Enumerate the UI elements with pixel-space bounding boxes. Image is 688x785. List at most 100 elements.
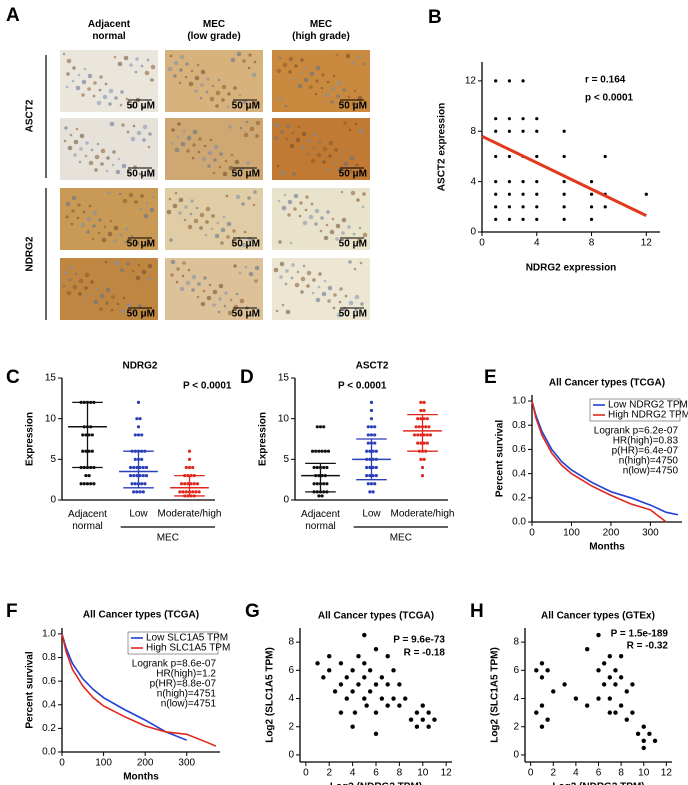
x-tick-label: Low (129, 509, 148, 520)
dot (365, 465, 369, 470)
cell-texture (274, 136, 278, 140)
dot (427, 425, 431, 429)
dot (419, 457, 423, 461)
cell-texture (104, 82, 108, 86)
dot (81, 433, 85, 437)
y-tick-label: 0.2 (512, 492, 526, 503)
cell-texture (212, 171, 216, 175)
cell-texture (146, 242, 150, 246)
cell-texture (173, 60, 179, 66)
chart-title: All Cancer types (TCGA) (318, 611, 434, 622)
x-tick-label: 2 (326, 768, 332, 779)
cell-texture (179, 68, 183, 72)
cell-texture (223, 304, 227, 308)
x-tick-label: 6 (596, 768, 602, 779)
x-tick-label: Low (362, 509, 381, 520)
cell-texture (310, 202, 314, 206)
point (507, 117, 511, 121)
cell-texture (356, 238, 362, 244)
point (338, 682, 344, 687)
annotation: r = 0.164 (585, 75, 626, 86)
cell-texture (345, 149, 349, 153)
cell-texture (302, 264, 306, 268)
column-header: MEC (low grade) (187, 19, 240, 42)
dot (312, 465, 316, 470)
cell-texture (278, 56, 282, 60)
cell-texture (347, 225, 351, 229)
point (426, 724, 431, 729)
x-tick-label: 200 (137, 758, 154, 769)
cell-texture (226, 221, 232, 227)
cell-texture (251, 72, 257, 78)
cell-texture (176, 267, 180, 271)
point (545, 668, 550, 673)
cell-texture (185, 280, 191, 286)
cell-texture (84, 272, 90, 278)
cell-texture (101, 237, 107, 243)
cell-texture (324, 92, 330, 98)
point (356, 682, 361, 687)
cell-texture (360, 302, 364, 306)
point (613, 682, 618, 687)
x-tick-label: 0 (303, 768, 309, 779)
cell-texture (121, 123, 125, 127)
point (535, 180, 539, 184)
cell-texture (279, 275, 283, 279)
point (385, 703, 390, 708)
cell-texture (339, 287, 343, 291)
dot (365, 474, 369, 478)
cell-texture (281, 303, 285, 307)
point (414, 710, 420, 715)
cell-texture (63, 139, 67, 143)
point (562, 129, 566, 133)
cell-texture (198, 137, 202, 141)
cell-texture (146, 58, 150, 62)
dot (184, 465, 188, 470)
cell-texture (132, 310, 136, 314)
cell-texture (128, 192, 134, 198)
dot (138, 465, 142, 470)
cell-texture (176, 135, 180, 139)
point (596, 668, 601, 673)
cell-texture (293, 193, 299, 199)
cell-texture (218, 297, 222, 301)
dot (141, 465, 145, 470)
column-header: Adjacent normal (88, 19, 131, 42)
point (420, 703, 425, 708)
cell-texture (253, 60, 257, 64)
cell-texture (328, 154, 332, 158)
dot (419, 408, 423, 413)
point (613, 668, 618, 673)
dot (133, 433, 137, 437)
cell-texture (242, 59, 246, 63)
cell-texture (247, 196, 251, 200)
cell-texture (93, 299, 99, 305)
cell-texture (232, 229, 236, 233)
stat-label: HR(high)=1.2 (156, 669, 216, 680)
x-tick-label: 100 (95, 758, 112, 769)
cell-texture (288, 56, 294, 62)
dot (320, 449, 324, 453)
cell-texture (186, 135, 192, 141)
cell-texture (203, 144, 207, 148)
point (624, 689, 629, 694)
scale-bar-label: 50 μM (232, 239, 260, 250)
cell-texture (76, 216, 80, 220)
row-label: NDRG2 (25, 236, 36, 271)
cell-texture (126, 302, 132, 308)
cell-texture (289, 241, 293, 245)
cell-texture (222, 171, 228, 177)
cell-texture (101, 281, 105, 285)
cell-texture (326, 80, 330, 84)
cell-texture (315, 79, 319, 83)
cell-texture (296, 270, 300, 274)
x-axis-label: Log2 (NDRG2 TPM) (552, 782, 644, 785)
cell-texture (341, 101, 345, 105)
dot (371, 490, 375, 494)
cell-texture (337, 167, 343, 173)
cell-texture (335, 223, 341, 229)
cell-texture (343, 161, 349, 167)
x-tick-label: 300 (178, 758, 195, 769)
point (507, 154, 511, 159)
dot (322, 465, 326, 470)
